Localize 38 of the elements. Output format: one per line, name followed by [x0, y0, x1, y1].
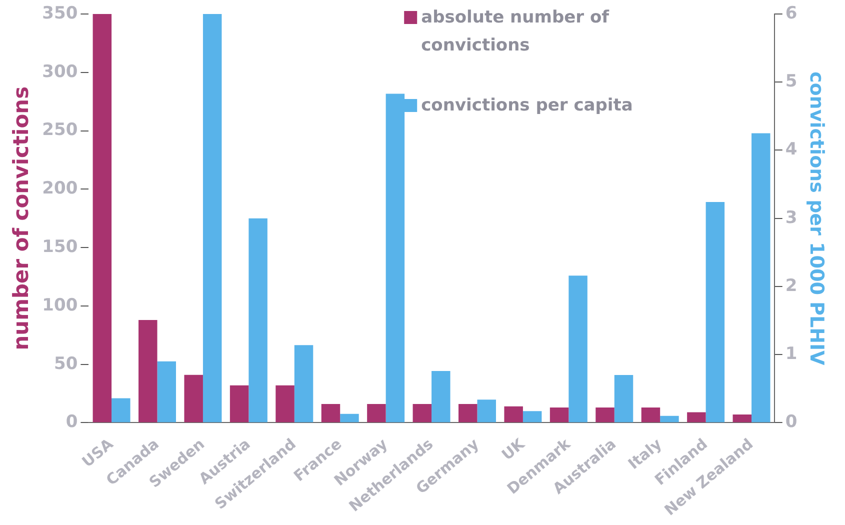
y-axis-title: number of convictions — [9, 86, 34, 350]
bar — [614, 375, 634, 422]
y2-tick-label: 2 — [785, 276, 798, 296]
y2-tick-label: 3 — [785, 208, 798, 228]
legend-label: convictions per capita — [421, 95, 633, 116]
bar — [294, 345, 314, 422]
bar — [752, 133, 770, 422]
y2-axis-title: convictions per 1000 PLHIV — [806, 71, 828, 366]
y2-tick-label: 6 — [785, 3, 798, 24]
y-tick-label: 0 — [66, 412, 78, 432]
bar — [706, 202, 725, 422]
y2-tick-label: 0 — [785, 412, 798, 432]
bar — [550, 408, 569, 422]
y-tick-label: 300 — [42, 62, 78, 82]
legend-label: absolute number of convictions — [421, 7, 610, 56]
bar — [568, 276, 588, 422]
y-tick-label: 350 — [42, 3, 78, 24]
y-tick-label: 250 — [42, 120, 78, 140]
y-tick-label: 50 — [54, 354, 78, 374]
y-tick-label: 100 — [42, 295, 78, 316]
bar — [321, 404, 340, 422]
bar — [112, 398, 130, 422]
y2-tick-label: 1 — [785, 344, 798, 364]
bar — [687, 412, 706, 422]
y-tick-label: 150 — [42, 236, 78, 257]
bar — [184, 374, 203, 422]
bar — [432, 370, 450, 422]
bar — [92, 14, 112, 422]
bar — [230, 385, 249, 422]
y-tick-label: 200 — [42, 178, 78, 199]
y2-tick-label: 4 — [785, 140, 798, 160]
y2-tick-label: 5 — [785, 72, 798, 92]
bar — [202, 14, 222, 422]
bar — [248, 218, 268, 422]
bar — [732, 414, 752, 422]
bar — [641, 408, 660, 422]
bar — [367, 404, 386, 422]
bar — [596, 408, 614, 422]
